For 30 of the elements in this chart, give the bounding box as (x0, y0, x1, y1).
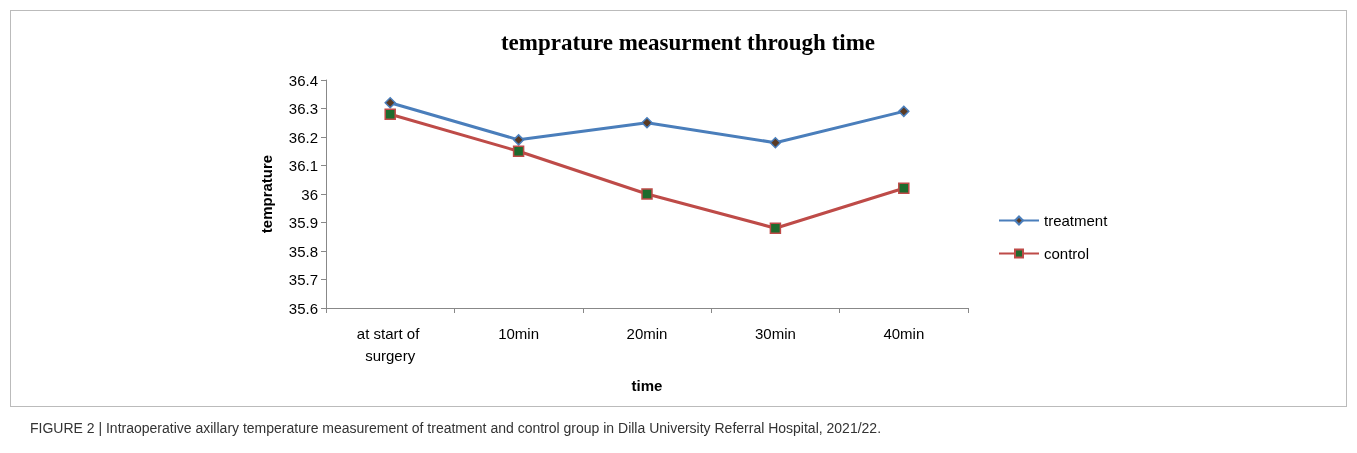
x-tick-label: 20min (626, 324, 668, 342)
y-tick-label: 36.4 (288, 71, 318, 89)
x-axis-title: time (631, 377, 663, 394)
point (898, 105, 910, 118)
point (512, 145, 525, 157)
y-tick-label: 36.3 (288, 100, 318, 117)
x-tick-label: 10min (498, 324, 540, 342)
y-tick-label: 35.8 (288, 242, 318, 260)
chart-title: temprature measurment through time (500, 30, 876, 55)
point (641, 117, 653, 129)
x-tick-label: 30min (754, 324, 796, 342)
point (769, 222, 782, 234)
y-tick-label: 36.2 (288, 128, 318, 146)
y-tick-label: 36 (301, 185, 318, 203)
point (898, 182, 910, 195)
legend-label: control (1044, 245, 1090, 262)
point (769, 136, 782, 149)
y-tick-label: 36.1 (288, 157, 318, 174)
y-tick-label: 35.9 (288, 214, 318, 231)
y-tick-label: 35.6 (288, 299, 318, 317)
caption: FIGURE 2 | Intraoperative axillary temperature measurement of treatment and control group in Dilla University Referral Hospital, 2021/22. (30, 420, 882, 436)
legend-label: treatment (1044, 212, 1109, 229)
point (384, 97, 396, 109)
x-tick-label: 40min (883, 324, 925, 342)
y-axis-title: temprature (258, 154, 275, 234)
x-tick-label: at start of surgery (356, 324, 424, 364)
y-tick-label: 35.7 (288, 271, 318, 288)
point (512, 134, 525, 146)
point (384, 108, 396, 120)
point (641, 188, 653, 200)
